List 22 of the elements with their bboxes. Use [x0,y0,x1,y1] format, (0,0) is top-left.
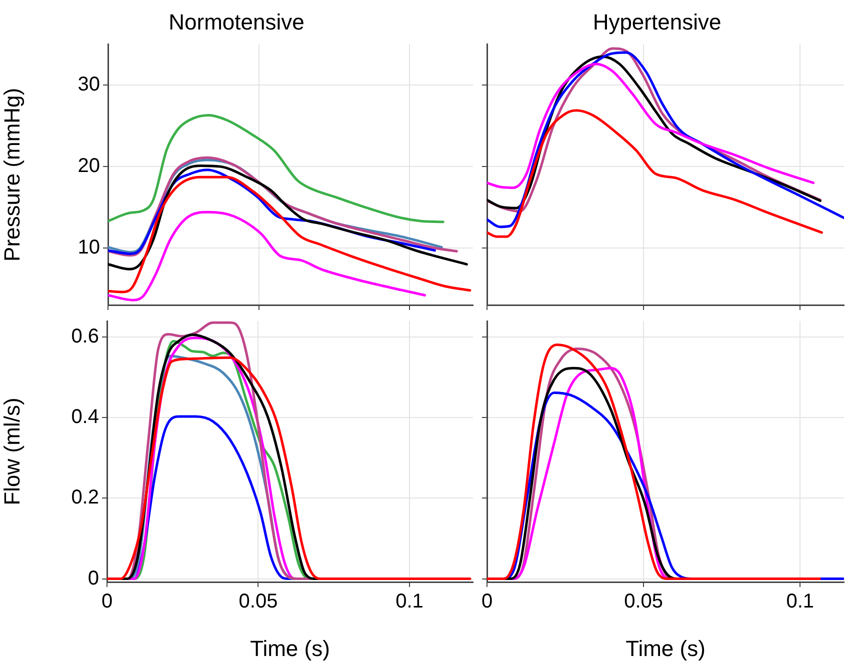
x-tick-label: 0.05 [624,590,664,613]
y-tick-label: 0.4 [71,406,99,428]
x-tick-label: 0.05 [238,590,278,613]
line-series [108,210,426,302]
chart-title: Normotensive [168,9,304,34]
x-axis-title: Time (s) [250,636,330,661]
x-tick-label: 0.1 [396,590,424,613]
chart-title: Hypertensive [592,9,722,34]
line-series [108,164,468,270]
line-series [108,114,444,224]
x-axis-title: Time (s) [626,636,706,661]
y-tick-label: 30 [78,74,100,96]
y-tick-label: 0.6 [71,326,99,348]
x-tick-label: 0 [481,590,493,613]
y-tick-label: 10 [78,236,100,259]
x-tick-label: 0.1 [786,590,814,613]
y-tick-label: 0.2 [71,486,99,509]
y-tick-label: 20 [78,155,100,178]
y-tick-label: 0 [88,567,99,590]
line-series [108,176,472,294]
y-axis-title: Flow (ml/s) [0,398,24,506]
y-axis-title: Pressure (mmHg) [0,88,24,262]
